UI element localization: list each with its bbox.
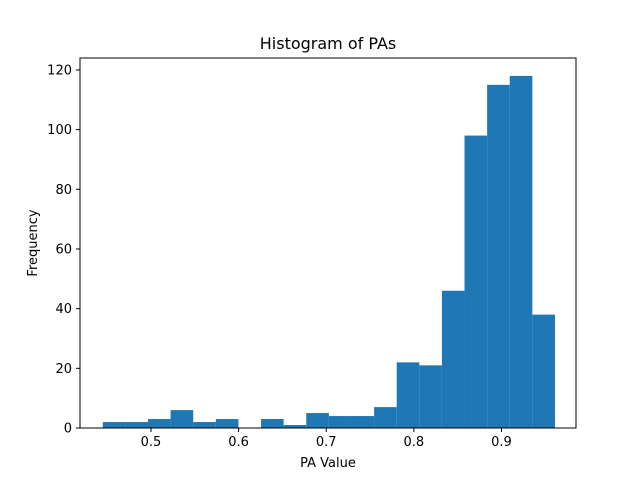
- plot-frame: [79, 57, 577, 429]
- y-tick-label: 0: [64, 422, 72, 437]
- x-tick-label: 0.9: [491, 435, 512, 450]
- histogram-bar: [464, 135, 488, 428]
- histogram-bar: [374, 407, 397, 428]
- y-tick-label: 100: [47, 123, 72, 138]
- histogram-bar: [396, 362, 420, 428]
- histogram-bar: [532, 314, 555, 428]
- y-tick-label: 40: [55, 302, 72, 317]
- histogram-bar: [328, 416, 352, 428]
- x-tick-label: 0.7: [316, 435, 337, 450]
- x-tick-label: 0.6: [228, 435, 249, 450]
- histogram-bar: [193, 422, 216, 428]
- x-axis-label: PA Value: [300, 456, 356, 471]
- histogram-bar: [419, 365, 442, 428]
- histogram-bar: [441, 290, 465, 428]
- bars-group: [102, 75, 555, 429]
- histogram-bar: [261, 419, 284, 428]
- x-tick-label: 0.5: [141, 435, 162, 450]
- histogram-bar: [509, 75, 533, 429]
- x-axis: 0.5 0.6 0.7 0.8 0.9: [141, 428, 512, 450]
- histogram-bar: [170, 410, 194, 428]
- y-tick-label: 20: [55, 362, 72, 377]
- histogram-bar: [351, 416, 375, 428]
- y-tick-label: 80: [55, 183, 72, 198]
- x-tick-label: 0.8: [404, 435, 425, 450]
- chart-title: Histogram of PAs: [260, 34, 397, 53]
- histogram-bar: [215, 419, 239, 428]
- histogram-bar: [125, 422, 148, 428]
- histogram-bar: [148, 419, 171, 428]
- y-axis-label: Frequency: [26, 209, 41, 276]
- histogram-bar: [306, 413, 329, 428]
- histogram-bar: [102, 422, 126, 428]
- y-tick-label: 60: [55, 242, 72, 257]
- y-axis: 0 20 40 60 80 100 120: [47, 63, 80, 437]
- histogram-bar: [487, 84, 510, 428]
- histogram-bar: [283, 425, 307, 428]
- y-tick-label: 120: [47, 63, 72, 78]
